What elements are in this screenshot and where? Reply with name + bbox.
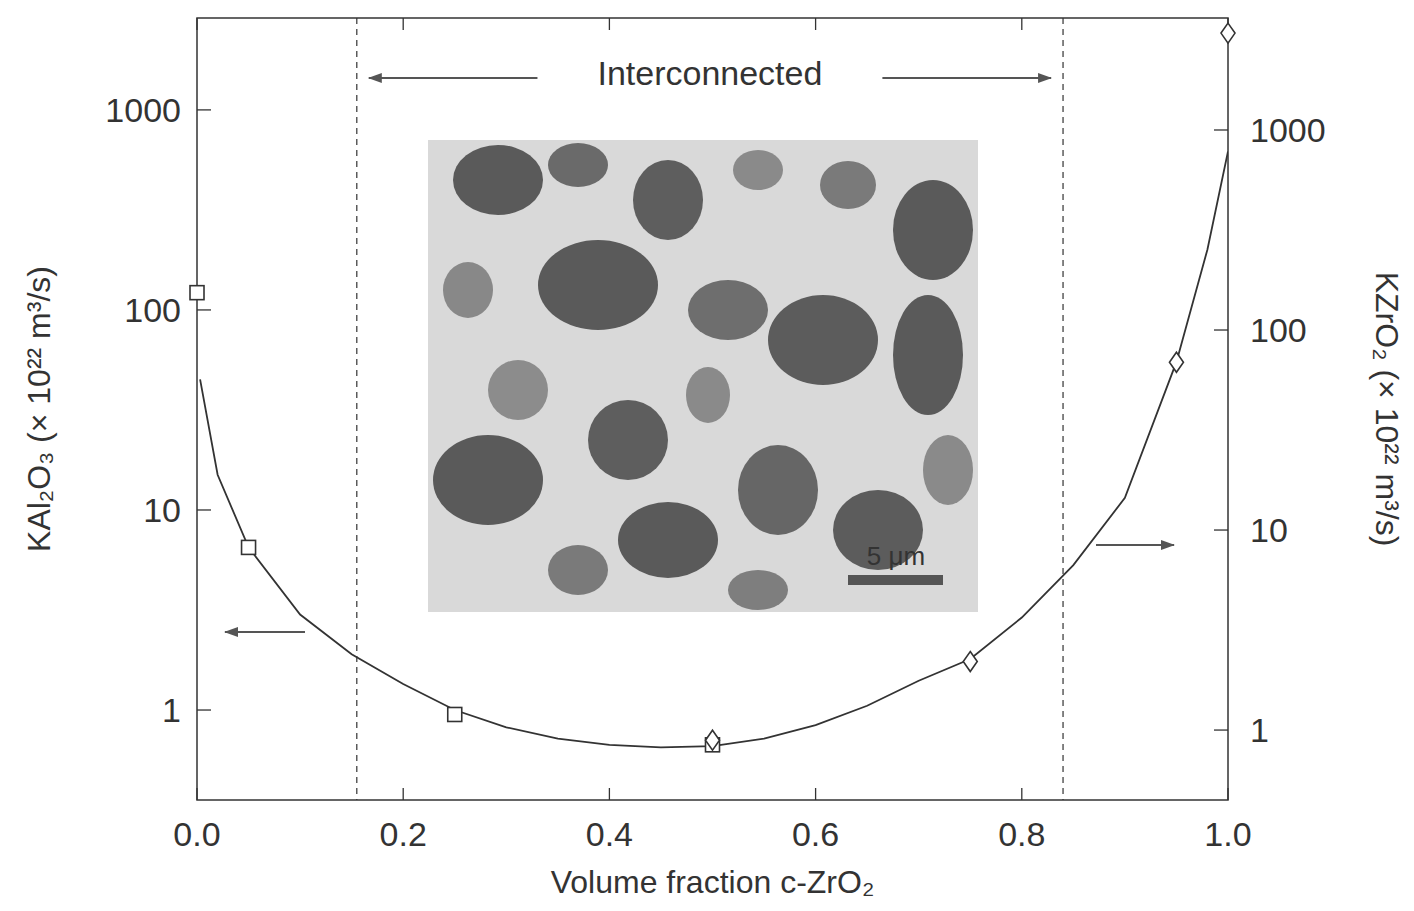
inset-background [428, 140, 978, 612]
inset-grain [548, 143, 608, 187]
y-tick [197, 309, 211, 310]
x-tick [403, 18, 404, 30]
x-tick [1227, 788, 1228, 800]
y-tick [197, 709, 211, 710]
y-tick-label: 1 [162, 691, 181, 729]
y-tick-label: 10 [143, 491, 181, 529]
y2-tick [1214, 729, 1228, 730]
x-tick-label: 1.0 [1204, 815, 1251, 853]
inset-grain [686, 367, 730, 423]
inset-grain [893, 180, 973, 280]
inset-grain [733, 150, 783, 190]
plot-frame [197, 18, 1228, 800]
y2-tick-label: 100 [1250, 311, 1307, 349]
point-group [190, 23, 1235, 752]
interconnected-bound [1062, 18, 1063, 800]
inset-grain [588, 400, 668, 480]
inset-grain [618, 502, 718, 578]
inset-micrograph: 5 μm [428, 140, 978, 612]
line-group [200, 151, 1228, 747]
inset-grain [923, 435, 973, 505]
diamond-point [1221, 23, 1235, 43]
inset-grain [768, 295, 878, 385]
x-tick [196, 18, 197, 30]
y-tick-label: 1000 [105, 91, 181, 129]
scale-bar-label: 5 μm [867, 541, 925, 571]
annotation: Interconnected [597, 54, 822, 92]
square-point [242, 540, 256, 554]
x-tick-label: 0.8 [998, 815, 1045, 853]
inset-grain [453, 145, 543, 215]
inset-grain [728, 570, 788, 610]
x-tick [403, 788, 404, 800]
y-tick [197, 109, 211, 110]
fit-curve [200, 151, 1228, 747]
diamond-point [963, 652, 977, 672]
axis-pointer-left [225, 631, 305, 633]
inset-grain [443, 262, 493, 318]
x-tick [815, 18, 816, 30]
scale-bar [848, 575, 943, 585]
x-axis-title: Volume fraction c-ZrO₂ [551, 864, 875, 900]
x-tick [196, 788, 197, 800]
inset-grain [433, 435, 543, 525]
x-tick [609, 18, 610, 30]
diamond-point [1169, 352, 1183, 372]
annotation-arrow [882, 77, 1051, 79]
x-tick-label: 0.2 [380, 815, 427, 853]
square-point [448, 707, 462, 721]
x-tick-label: 0.0 [173, 815, 220, 853]
chart: 5 μm 0.0 0.2 0.4 0.6 0.8 1.0 Volume fraction c-… [0, 0, 1414, 911]
inset-grain [488, 360, 548, 420]
diamond-point [706, 730, 720, 750]
y2-tick [1214, 529, 1228, 530]
inset-grain [688, 280, 768, 340]
inset-grain [738, 445, 818, 535]
x-tick [1021, 788, 1022, 800]
x-tick [1021, 18, 1022, 30]
x-tick [609, 788, 610, 800]
y2-tick [1214, 329, 1228, 330]
y2-tick-label: 10 [1250, 511, 1288, 549]
y2-tick [1214, 129, 1228, 130]
inset-grain [820, 161, 876, 209]
interconnected-bound [356, 18, 357, 800]
y2-tick-label: 1 [1250, 711, 1269, 749]
x-tick-label: 0.6 [792, 815, 839, 853]
y-axis-title: KAl₂O₃ (× 10²² m³/s) [21, 266, 57, 552]
y-tick-label: 100 [124, 291, 181, 329]
inset-grain [538, 240, 658, 330]
annotation-arrow [369, 77, 538, 79]
inset-grain [548, 545, 608, 595]
inset-grain [893, 295, 963, 415]
x-tick-label: 0.4 [586, 815, 633, 853]
y-tick [197, 509, 211, 510]
axis-pointer-right [1096, 544, 1174, 546]
y2-tick-label: 1000 [1250, 111, 1326, 149]
square-point [190, 286, 204, 300]
y2-axis-title: KZrO₂ (× 10²² m³/s) [1369, 272, 1405, 547]
x-tick [815, 788, 816, 800]
inset-grain [633, 160, 703, 240]
